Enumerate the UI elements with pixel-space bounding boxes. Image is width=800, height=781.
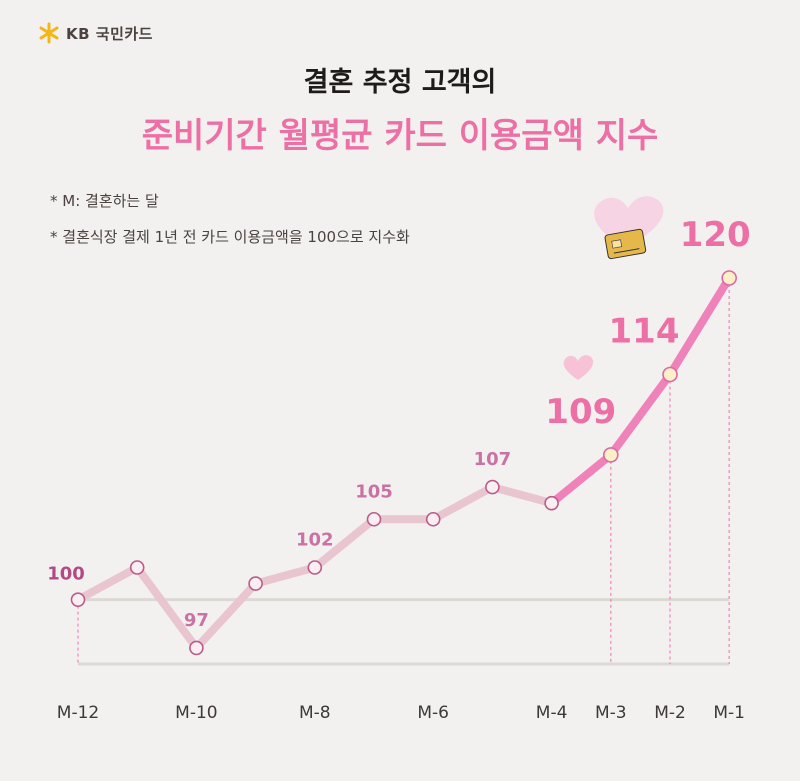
data-point <box>70 592 86 607</box>
x-tick-label: M-8 <box>299 703 331 723</box>
data-label: 100 <box>47 564 85 585</box>
x-tick-label: M-2 <box>654 703 686 723</box>
data-label: 107 <box>474 449 512 470</box>
data-point <box>366 511 382 527</box>
brand-name: KB 국민카드 <box>66 24 153 43</box>
data-label: 105 <box>355 481 393 502</box>
x-tick-label: M-3 <box>595 703 627 723</box>
data-label: 114 <box>609 312 680 352</box>
data-point <box>129 560 145 575</box>
data-label: 97 <box>184 610 209 631</box>
data-label: 109 <box>545 392 616 432</box>
data-label: 102 <box>296 530 334 551</box>
data-label: 120 <box>680 215 751 255</box>
series-line-highlight <box>547 274 734 508</box>
data-point <box>544 495 559 511</box>
x-tick-label: M-1 <box>713 703 745 723</box>
data-point <box>425 511 441 527</box>
data-point <box>721 270 738 286</box>
data-point <box>662 366 678 383</box>
title-line-1: 결혼 추정 고객의 <box>303 67 497 98</box>
kb-star-icon <box>39 22 59 44</box>
data-point <box>307 560 323 575</box>
title-line-2: 준비기간 월평균 카드 이용금액 지수 <box>141 116 659 156</box>
heart-card-icon <box>594 196 664 260</box>
brand-logo: KB 국민카드 <box>38 22 153 44</box>
data-point <box>189 640 204 656</box>
note-index-definition: * 결혼식장 결제 1년 전 카드 이용금액을 100으로 지수화 <box>50 228 410 246</box>
data-point <box>485 479 500 495</box>
x-tick-label: M-12 <box>57 703 99 723</box>
data-point <box>248 576 263 591</box>
small-heart-icon <box>563 355 594 380</box>
data-point <box>602 447 619 463</box>
x-tick-label: M-4 <box>536 703 568 723</box>
x-tick-label: M-10 <box>175 703 217 723</box>
note-month-definition: * M: 결혼하는 달 <box>50 192 159 210</box>
x-tick-label: M-6 <box>417 703 449 723</box>
